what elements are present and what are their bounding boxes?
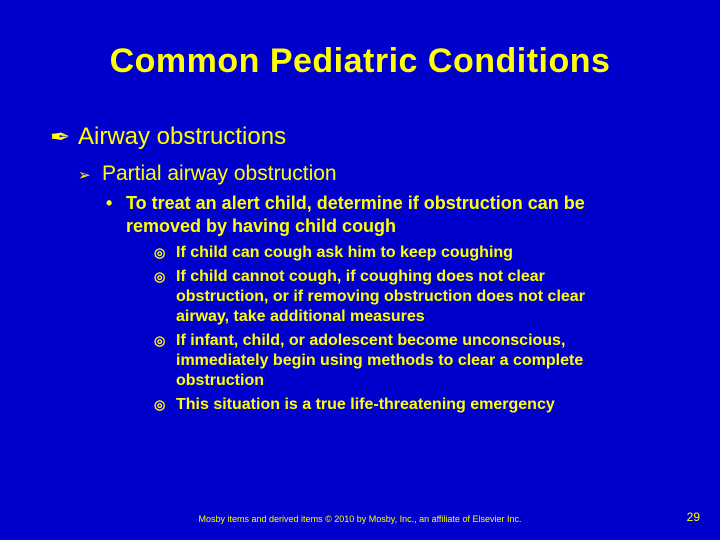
list-item-level4: ◎ This situation is a true life-threaten… bbox=[154, 395, 670, 415]
level4-text-1: If child can cough ask him to keep cough… bbox=[176, 243, 543, 263]
footer: Mosby items and derived items © 2010 by … bbox=[0, 514, 720, 524]
slide: Common Pediatric Conditions ✒ Airway obs… bbox=[0, 0, 720, 540]
list-item-level3: • To treat an alert child, determine if … bbox=[106, 192, 670, 237]
copyright-text: Mosby items and derived items © 2010 by … bbox=[0, 514, 720, 524]
bullet-level4-icon: ◎ bbox=[154, 243, 176, 261]
bullet-level4-icon: ◎ bbox=[154, 331, 176, 349]
slide-title: Common Pediatric Conditions bbox=[50, 42, 670, 81]
level4-text-3: If infant, child, or adolescent become u… bbox=[176, 331, 670, 391]
list-item-level2: ➢ Partial airway obstruction bbox=[78, 162, 670, 186]
list-item-level4: ◎ If infant, child, or adolescent become… bbox=[154, 331, 670, 391]
list-item-level4: ◎ If child cannot cough, if coughing doe… bbox=[154, 267, 670, 327]
bullet-level3-icon: • bbox=[106, 192, 126, 215]
bullet-level4-icon: ◎ bbox=[154, 267, 176, 285]
page-number: 29 bbox=[687, 510, 700, 524]
list-item-level1: ✒ Airway obstructions bbox=[50, 123, 670, 152]
level4-text-2: If child cannot cough, if coughing does … bbox=[176, 267, 670, 327]
bullet-level1-icon: ✒ bbox=[50, 123, 78, 152]
level4-text-4: This situation is a true life-threatenin… bbox=[176, 395, 585, 415]
bullet-level2-icon: ➢ bbox=[78, 162, 102, 184]
level2-text: Partial airway obstruction bbox=[102, 162, 337, 186]
level3-text: To treat an alert child, determine if ob… bbox=[126, 192, 670, 237]
list-item-level4: ◎ If child can cough ask him to keep cou… bbox=[154, 243, 670, 263]
level1-text: Airway obstructions bbox=[78, 123, 286, 151]
bullet-level4-icon: ◎ bbox=[154, 395, 176, 413]
